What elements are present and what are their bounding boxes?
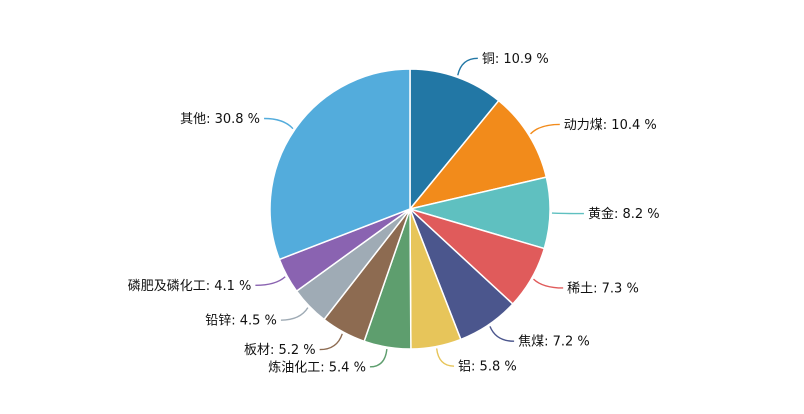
- leader-line: [533, 278, 564, 289]
- slice-label: 黄金: 8.2 %: [588, 206, 660, 222]
- leader-line: [435, 348, 455, 367]
- leader-line: [280, 307, 309, 321]
- leader-lines: [255, 57, 584, 368]
- pie-slice[interactable]: [408, 99, 548, 211]
- slice-label: 铝: 5.8 %: [458, 360, 517, 375]
- leader-line: [255, 276, 286, 287]
- slice-label: 稀土: 7.3 %: [567, 281, 639, 296]
- leader-line: [551, 212, 584, 215]
- pie-slice[interactable]: [269, 68, 411, 261]
- slice-label: 板材: 5.2 %: [244, 343, 316, 358]
- slice-label: 其他: 30.8 %: [180, 112, 260, 127]
- leader-line: [319, 333, 343, 351]
- slice-label: 动力煤: 10.4 %: [564, 118, 657, 133]
- slice-label: 磷肥及磷化工: 4.1 %: [128, 279, 252, 294]
- leader-line: [457, 57, 478, 76]
- leader-line: [530, 123, 560, 135]
- slice-label: 铅锌: 4.5 %: [205, 314, 277, 329]
- slice-label: 铜: 10.9 %: [482, 52, 549, 67]
- slice-label: 焦煤: 7.2 %: [518, 335, 590, 350]
- pie-slice[interactable]: [409, 68, 500, 212]
- leader-line: [264, 117, 294, 130]
- leader-line: [369, 349, 388, 368]
- pie-slices: [269, 68, 551, 350]
- slice-labels: 铜: 10.9 % 动力煤: 10.4 % 黄金: 8.2 % 稀土: 7.3 % 焦煤…: [128, 52, 660, 376]
- slice-label: 炼油化工: 5.4 %: [268, 360, 366, 375]
- leader-line: [489, 326, 515, 342]
